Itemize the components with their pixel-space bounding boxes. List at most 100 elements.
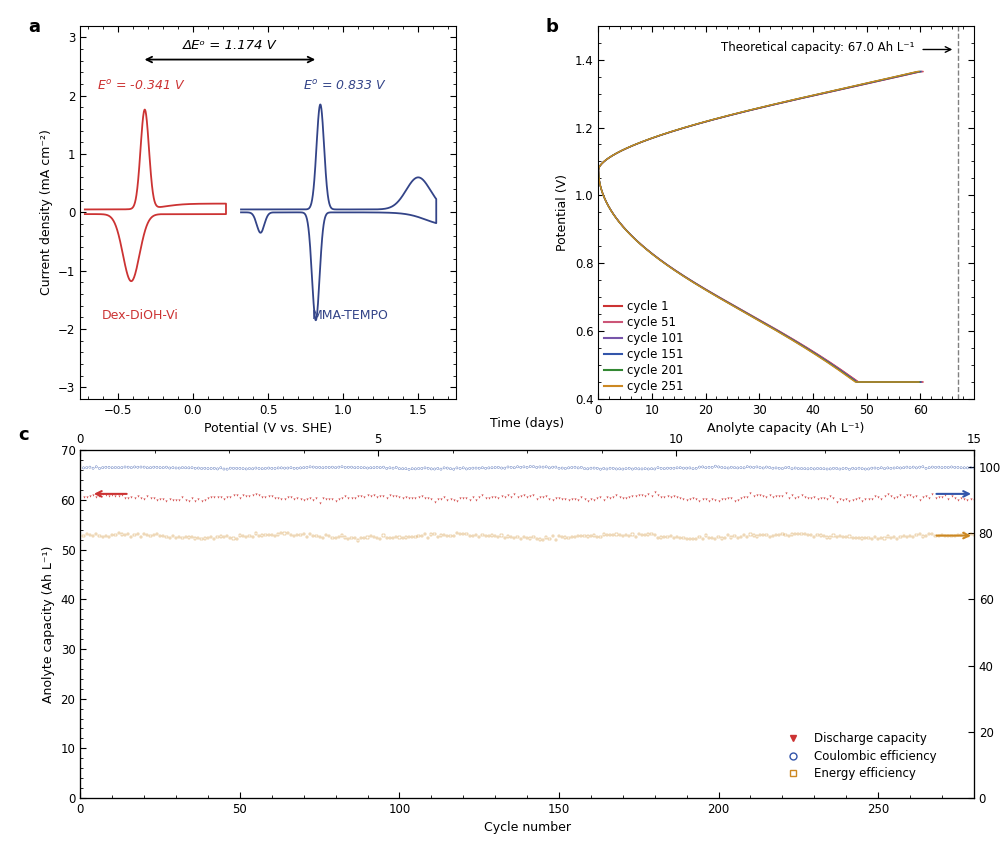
Point (726, 493, 742, 507)
Point (245, 462, 261, 475)
Point (445, 462, 461, 476)
Point (532, 490, 548, 504)
Point (378, 462, 394, 475)
Point (754, 489, 770, 503)
Point (480, 491, 496, 505)
Point (886, 529, 902, 543)
Point (375, 461, 391, 474)
Point (273, 526, 289, 540)
Point (203, 490, 219, 504)
Point (120, 492, 136, 505)
Point (952, 528, 968, 541)
Point (381, 461, 397, 474)
Point (359, 530, 375, 544)
Point (432, 492, 448, 506)
Point (101, 489, 117, 503)
Point (943, 490, 959, 504)
Point (261, 528, 277, 541)
Point (770, 489, 786, 503)
Point (851, 492, 867, 505)
Point (796, 528, 812, 541)
Point (700, 461, 716, 474)
Point (235, 462, 251, 475)
Point (602, 529, 618, 542)
Point (97, 488, 113, 502)
Point (477, 529, 493, 543)
Point (496, 531, 513, 545)
Point (726, 461, 742, 474)
Point (921, 491, 937, 505)
Point (576, 462, 592, 475)
Point (554, 462, 570, 475)
Y-axis label: Anolyte capacity (Ah L⁻¹): Anolyte capacity (Ah L⁻¹) (42, 546, 55, 703)
Point (637, 529, 653, 542)
Point (834, 462, 851, 475)
Point (321, 492, 337, 506)
Point (761, 488, 777, 502)
Point (854, 462, 870, 475)
Point (91, 529, 107, 542)
Point (191, 492, 207, 505)
Point (821, 530, 838, 544)
Point (362, 529, 378, 543)
Point (738, 460, 754, 474)
Point (738, 490, 754, 504)
Point (757, 528, 773, 541)
Point (665, 489, 681, 503)
Point (232, 529, 248, 542)
Point (560, 461, 576, 474)
Point (567, 530, 583, 544)
Point (416, 492, 432, 505)
Point (821, 489, 838, 503)
Point (761, 461, 777, 474)
Point (955, 527, 971, 541)
Point (882, 489, 898, 503)
Point (716, 461, 732, 474)
Point (678, 532, 694, 546)
Point (184, 492, 200, 505)
Point (713, 492, 729, 506)
Text: b: b (546, 18, 559, 36)
Text: $E^{o}$ = 0.833 V: $E^{o}$ = 0.833 V (303, 79, 386, 93)
Point (324, 492, 340, 505)
Point (145, 461, 161, 474)
Point (350, 534, 366, 547)
Point (586, 493, 602, 507)
Point (292, 528, 308, 541)
Point (672, 531, 688, 545)
Point (519, 461, 535, 474)
Point (82, 460, 98, 474)
Point (710, 460, 726, 474)
Point (337, 531, 353, 545)
Point (905, 530, 921, 544)
Point (82, 529, 98, 542)
Point (841, 462, 857, 476)
Point (454, 527, 470, 541)
Point (627, 530, 643, 544)
Point (745, 461, 761, 474)
Point (854, 532, 870, 546)
Point (815, 529, 831, 542)
Point (448, 461, 464, 474)
Point (337, 489, 353, 503)
Point (391, 490, 407, 504)
Point (946, 529, 962, 542)
Point (694, 532, 710, 546)
Point (889, 461, 905, 474)
Point (940, 492, 956, 506)
Point (551, 529, 567, 543)
Point (892, 487, 908, 501)
Point (513, 461, 529, 474)
Point (356, 461, 372, 474)
Text: a: a (28, 18, 40, 36)
Point (579, 462, 595, 475)
Point (104, 488, 120, 502)
Y-axis label: Current density (mA cm⁻²): Current density (mA cm⁻²) (39, 130, 52, 295)
Point (464, 490, 480, 504)
Point (921, 461, 937, 474)
Point (700, 493, 716, 507)
Point (94, 461, 110, 474)
Point (656, 491, 672, 505)
Point (426, 528, 442, 541)
Point (381, 488, 397, 502)
